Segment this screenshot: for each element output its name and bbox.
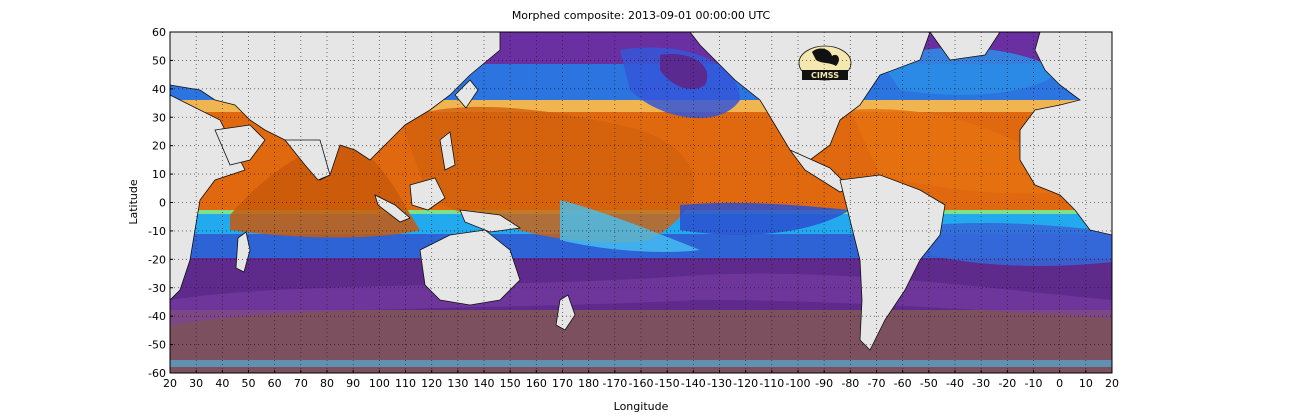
x-axis-label: Longitude (614, 400, 669, 413)
y-tick-label: -10 (148, 225, 166, 238)
x-tick-label: 40 (215, 377, 229, 390)
land-south-america (839, 174, 946, 351)
x-tick-label: 170 (552, 377, 573, 390)
land-greenland (929, 32, 1001, 61)
west-pacific-moist-plume (400, 106, 695, 243)
y-tick-label: 40 (152, 83, 166, 96)
x-tick-label: -10 (1025, 377, 1043, 390)
north-atlantic-cyan-plume (880, 47, 1060, 95)
x-tick-label: 180 (578, 377, 599, 390)
x-tick-label: -170 (602, 377, 627, 390)
y-tick-label: -40 (148, 310, 166, 323)
x-tick-label: 130 (447, 377, 468, 390)
x-tick-label: 20 (1105, 377, 1119, 390)
cimss-logo-banner (802, 70, 848, 80)
x-tick-label: 100 (369, 377, 390, 390)
y-tick-label: 50 (152, 54, 166, 67)
map-plot-area: CIMSS (170, 32, 1112, 373)
x-tick-label: 80 (320, 377, 334, 390)
x-tick-label: -110 (759, 377, 784, 390)
x-tick-label: -50 (920, 377, 938, 390)
north-pacific-purple-low (660, 54, 708, 90)
south-atlantic-blue-band (930, 222, 1112, 266)
x-tick-label: 110 (395, 377, 416, 390)
land-borneo (409, 177, 446, 211)
y-tick-label: -20 (148, 253, 166, 266)
x-tick-label: 0 (1056, 377, 1063, 390)
cimss-logo: CIMSS (798, 45, 852, 81)
x-tick-label: 10 (1079, 377, 1093, 390)
x-tick-label: 150 (500, 377, 521, 390)
y-axis: 60 50 40 30 20 10 0 -10 -20 -30 -40 -50 -60 (148, 26, 173, 380)
y-tick-label: 60 (152, 26, 166, 39)
x-tick-label: 140 (474, 377, 495, 390)
y-tick-label: 0 (159, 197, 166, 210)
land-india (284, 139, 331, 181)
y-tick-label: 30 (152, 111, 166, 124)
x-tick-label: -30 (972, 377, 990, 390)
land-masses (170, 32, 1112, 351)
x-tick-label: 90 (346, 377, 360, 390)
y-tick-label: 10 (152, 168, 166, 181)
y-tick-label: -60 (148, 367, 166, 380)
land-japan (454, 79, 479, 109)
x-tick-label: -150 (655, 377, 680, 390)
x-tick-label: -60 (894, 377, 912, 390)
land-new-zealand (555, 294, 576, 331)
x-tick-label: 30 (189, 377, 203, 390)
x-tick-label: -40 (946, 377, 964, 390)
land-australia (419, 229, 521, 306)
cimss-logo-text: CIMSS (811, 71, 839, 80)
x-tick-label: 50 (242, 377, 256, 390)
land-sumatra (374, 194, 411, 223)
indian-ocean-moist-plume (230, 140, 420, 238)
x-tick-label: 160 (526, 377, 547, 390)
x-tick-label: -100 (786, 377, 811, 390)
south-pacific-cyan-tongue (560, 200, 700, 252)
land-eurasia (170, 32, 501, 181)
y-axis-label: Latitude (127, 179, 140, 225)
x-tick-label: -130 (707, 377, 732, 390)
x-tick-label: -140 (681, 377, 706, 390)
land-arabia (214, 124, 266, 166)
y-tick-label: -50 (148, 339, 166, 352)
lat-lon-grid (170, 32, 1112, 373)
y-tick-label: 20 (152, 140, 166, 153)
x-tick-label: 20 (163, 377, 177, 390)
y-tick-label: -30 (148, 282, 166, 295)
x-tick-label: -160 (629, 377, 654, 390)
antarctic-edge-cyan (170, 360, 1112, 367)
x-tick-label: -80 (841, 377, 859, 390)
x-tick-label: 70 (294, 377, 308, 390)
land-new-guinea (459, 209, 522, 233)
land-europe-africa-west (1019, 32, 1112, 236)
x-tick-label: 60 (268, 377, 282, 390)
x-tick-label: -20 (998, 377, 1016, 390)
east-pacific-dry-tongue (680, 202, 850, 235)
x-tick-label: -70 (868, 377, 886, 390)
x-tick-label: -120 (733, 377, 758, 390)
map-title: Morphed composite: 2013-09-01 00:00:00 U… (512, 9, 771, 22)
land-philippines (439, 131, 456, 171)
land-madagascar (235, 231, 251, 273)
x-axis: 20 30 40 50 60 70 80 90 100 110 120 130 140 150 160 170… (163, 370, 1119, 390)
cimss-logo-mark (812, 48, 839, 66)
x-tick-label: -90 (815, 377, 833, 390)
x-tick-label: 120 (421, 377, 442, 390)
